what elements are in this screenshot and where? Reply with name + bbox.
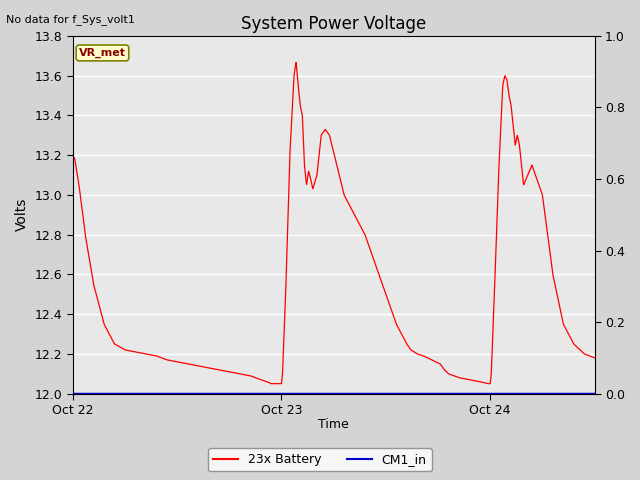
- X-axis label: Time: Time: [318, 419, 349, 432]
- Y-axis label: Volts: Volts: [15, 198, 29, 231]
- Legend: 23x Battery, CM1_in: 23x Battery, CM1_in: [208, 448, 432, 471]
- Title: System Power Voltage: System Power Voltage: [241, 15, 426, 33]
- Text: No data for f_Sys_volt1: No data for f_Sys_volt1: [6, 14, 135, 25]
- Text: VR_met: VR_met: [79, 48, 126, 58]
